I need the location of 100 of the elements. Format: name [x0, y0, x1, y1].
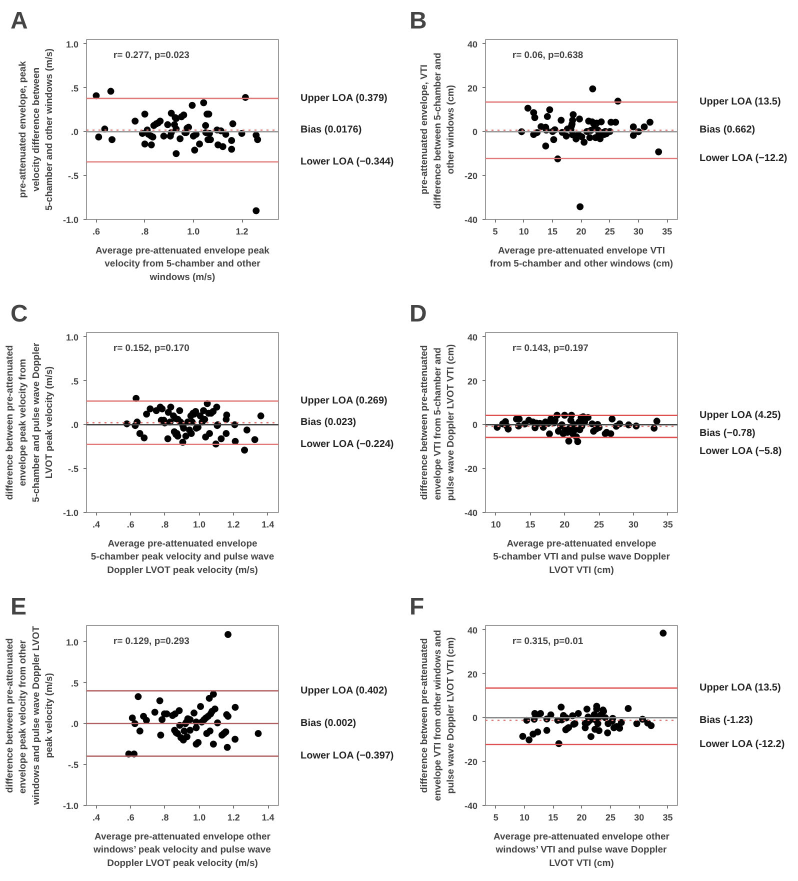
y-tick-label: 40 [467, 625, 478, 636]
annotation: r= 0.129, p=0.293 [113, 636, 190, 648]
y-tick-label: .5 [70, 83, 79, 94]
x-tick-label: .8 [161, 520, 169, 530]
y-tick-label: 0 [472, 420, 478, 430]
chart-title: A [10, 8, 28, 34]
y-tick-label: -40 [464, 215, 478, 225]
y-tick-label: -1.0 [62, 508, 79, 518]
y-axis-title: pre-attenuated envelope, VTI difference between 5-chamber and other windows (cm) [419, 52, 456, 209]
x-tick-label: .8 [161, 812, 169, 822]
y-tick-label: 20 [467, 83, 478, 94]
ref-line-label: Lower LOA (−5.8) [700, 446, 782, 457]
y-axis-title: difference between pre-attenuated envelope peak velocity from other windows and pulse wave Doppler LVOT peak velocity (m/s) [4, 626, 55, 806]
x-tick-label: .8 [141, 226, 149, 236]
y-tick-label: 20 [467, 669, 478, 680]
chart-title: C [10, 300, 28, 328]
x-axis-title: Average pre-attenuated envelope 5-chamber peak velocity and pulse wave Doppler LVOT peak velocity (m/s) [90, 538, 274, 576]
x-tick-label: 35 [662, 812, 673, 822]
y-tick-label: 1.0 [66, 39, 79, 50]
x-tick-label: 10 [519, 812, 530, 822]
x-tick-label: 1.0 [192, 520, 206, 530]
x-tick-label: .4 [92, 520, 100, 530]
x-tick-label: 1.0 [187, 226, 200, 236]
ref-line-label: Bias (-1.23) [700, 714, 753, 726]
x-tick-label: 1.2 [227, 520, 240, 530]
ref-line-label: Upper LOA (0.379) [300, 92, 388, 104]
x-tick-label: 35 [662, 520, 673, 530]
x-tick-label: 20 [560, 520, 570, 530]
x-axis-title: Average pre-attenuated envelope other windows’ peak velocity and pulse wave Doppler LVOT peak velocity (m/s) [92, 832, 271, 869]
annotation: r= 0.152, p=0.170 [113, 343, 190, 354]
x-tick-label: 1.4 [262, 520, 274, 530]
ref-line-label: Bias (0.0176) [300, 124, 362, 136]
ref-line-label: Bias (0.662) [700, 124, 756, 136]
x-tick-label: 1.4 [262, 812, 274, 822]
x-tick-label: 15 [525, 520, 536, 530]
annotation: r= 0.277, p=0.023 [113, 50, 190, 62]
y-tick-label: .0 [70, 420, 79, 430]
y-axis-title: pre-attenuated envelope, peak velocity difference between 5-chamber and other windows (m/s) [18, 48, 55, 211]
chart-title: D [410, 300, 427, 328]
y-tick-label: 20 [467, 376, 478, 386]
y-axis-title: difference between pre-attenuated envelope VTI from 5-chamber and pulse wave Doppler LVOT VTI (cm) [419, 344, 456, 501]
annotation: r= 0.315, p=0.01 [512, 636, 584, 648]
x-tick-label: 1.2 [236, 226, 248, 236]
y-tick-label: .0 [70, 127, 79, 138]
ref-line-label: Lower LOA (−0.224) [300, 438, 394, 450]
ref-line-label: Lower LOA (-12.2) [700, 738, 785, 750]
y-tick-label: -.5 [68, 464, 79, 474]
y-tick-label: -20 [464, 171, 478, 182]
x-tick-label: 25 [604, 226, 615, 236]
x-tick-label: 25 [594, 520, 604, 530]
y-tick-label: 40 [467, 332, 478, 342]
x-tick-label: 30 [634, 226, 644, 236]
ref-line-label: Bias (0.023) [300, 417, 356, 428]
y-tick-label: -40 [464, 801, 478, 811]
x-tick-label: .4 [92, 812, 100, 822]
ref-line-label: Upper LOA (13.5) [700, 96, 781, 108]
x-tick-label: 5 [492, 226, 498, 236]
y-tick-label: 1.0 [66, 637, 79, 648]
x-tick-label: 20 [576, 226, 586, 236]
y-tick-label: 0 [472, 127, 478, 138]
annotation: r= 0.143, p=0.197 [512, 343, 588, 354]
x-tick-label: 10 [518, 226, 529, 236]
x-axis-title: Average pre-attenuated envelope peak velocity from 5-chamber and other windows (m/s) [96, 246, 270, 283]
x-axis-title: Average pre-attenuated envelope VTI from 5-chamber and other windows (cm) [490, 246, 674, 270]
y-tick-label: -20 [464, 464, 478, 474]
y-axis-title: difference between pre-attenuated envelope VTI from other windows and pulse wave Doppler LVOT VTI (cm) [419, 630, 456, 802]
x-axis-title: Average pre-attenuated envelope 5-chamber VTI and pulse wave Doppler LVOT VTI (cm) [493, 538, 670, 576]
chart-title: B [410, 8, 427, 34]
y-tick-label: -20 [464, 757, 478, 768]
ref-line-label: Upper LOA (0.269) [300, 396, 388, 407]
x-tick-label: 25 [605, 812, 616, 822]
x-tick-label: .6 [126, 520, 134, 530]
ref-line-label: Upper LOA (0.402) [300, 685, 388, 696]
x-tick-label: 1.2 [227, 812, 240, 822]
ref-line-label: Upper LOA (4.25) [700, 410, 781, 421]
ref-line-label: Lower LOA (−0.344) [300, 156, 394, 168]
y-tick-label: -1.0 [62, 215, 79, 225]
x-tick-label: 30 [628, 520, 638, 530]
y-tick-label: -.5 [68, 760, 79, 770]
x-tick-label: 15 [548, 226, 558, 236]
y-tick-label: -.5 [68, 171, 79, 182]
x-tick-label: 30 [634, 812, 644, 822]
x-tick-label: 35 [662, 226, 672, 236]
x-tick-label: 5 [493, 812, 498, 822]
y-tick-label: .5 [70, 678, 79, 688]
y-tick-label: 40 [467, 39, 478, 50]
x-tick-label: .6 [126, 812, 134, 822]
x-tick-label: .6 [92, 226, 100, 236]
x-tick-label: 10 [490, 520, 501, 530]
y-tick-label: .5 [70, 376, 79, 386]
x-tick-label: 20 [576, 812, 587, 822]
x-tick-label: 1.0 [193, 812, 206, 822]
chart-title: E [10, 594, 27, 620]
chart-title: F [410, 594, 424, 620]
y-tick-label: 1.0 [66, 332, 79, 342]
annotation: r= 0.06, p=0.638 [512, 50, 584, 62]
y-tick-label: .0 [70, 719, 79, 730]
ref-line-label: Bias (0.002) [300, 718, 356, 730]
y-tick-label: -40 [464, 508, 478, 518]
y-axis-title: difference between pre-attenuated envelope peak velocity from 5-chamber and pulse wave Doppler LVOT peak velocity (m/s) [4, 342, 55, 502]
